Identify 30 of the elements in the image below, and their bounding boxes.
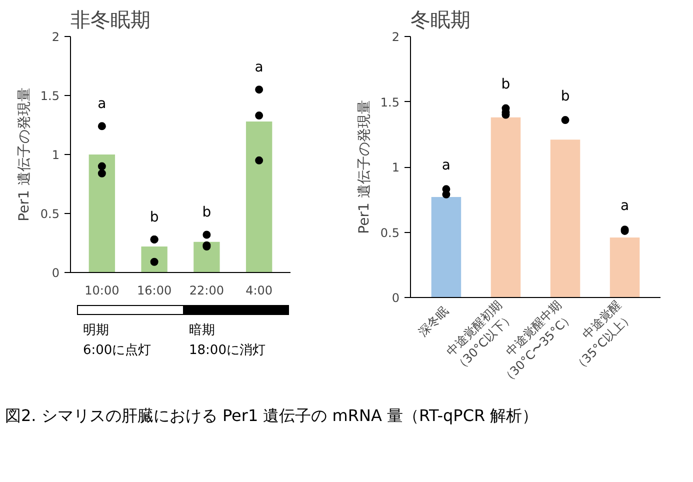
y-tick-label: 2 — [392, 30, 400, 44]
y-tick-label: 1 — [392, 160, 400, 174]
annotation: b — [560, 88, 570, 104]
annotation: b — [202, 204, 212, 221]
x-tick-label: 16:00 — [137, 284, 172, 298]
y-tick-label: 0 — [52, 266, 60, 280]
annotation: a — [442, 158, 451, 174]
y-axis-title: Per1 遺伝子の発現量 — [16, 88, 32, 222]
annotation: a — [98, 96, 106, 112]
y-tick-label: 0.5 — [40, 207, 60, 221]
annotation: b — [150, 209, 159, 226]
annotation: a — [254, 59, 264, 76]
y-tick-label: 0 — [392, 291, 400, 305]
x-tick-label: 10:00 — [84, 284, 120, 298]
chart-title: 非冬眠期 — [70, 8, 150, 32]
text: 暗期 18:00に消灯 — [188, 322, 266, 360]
y-axis-title: Per1 遺伝子の発現量 — [356, 100, 372, 234]
y-tick-label: 0.5 — [380, 226, 400, 240]
annotation: b — [501, 76, 510, 93]
chart-title: 冬眠期 — [410, 8, 470, 32]
x-tick-label: 22:00 — [189, 284, 224, 298]
y-tick-label: 1.5 — [40, 89, 60, 103]
text: 明期 6:00に点灯 — [82, 322, 152, 360]
annotation: a — [620, 198, 630, 214]
x-tick-label: 4:00 — [246, 284, 273, 298]
x-tick-label: 深冬眠 — [416, 304, 452, 339]
y-tick-label: 2 — [52, 30, 60, 44]
y-tick-label: 1.5 — [380, 95, 400, 110]
caption: 図2. シマリスの肝臓における Per1 遺伝子の mRNA 量（RT-qPCR 解析） — [5, 405, 538, 427]
y-tick-label: 1 — [52, 148, 60, 162]
